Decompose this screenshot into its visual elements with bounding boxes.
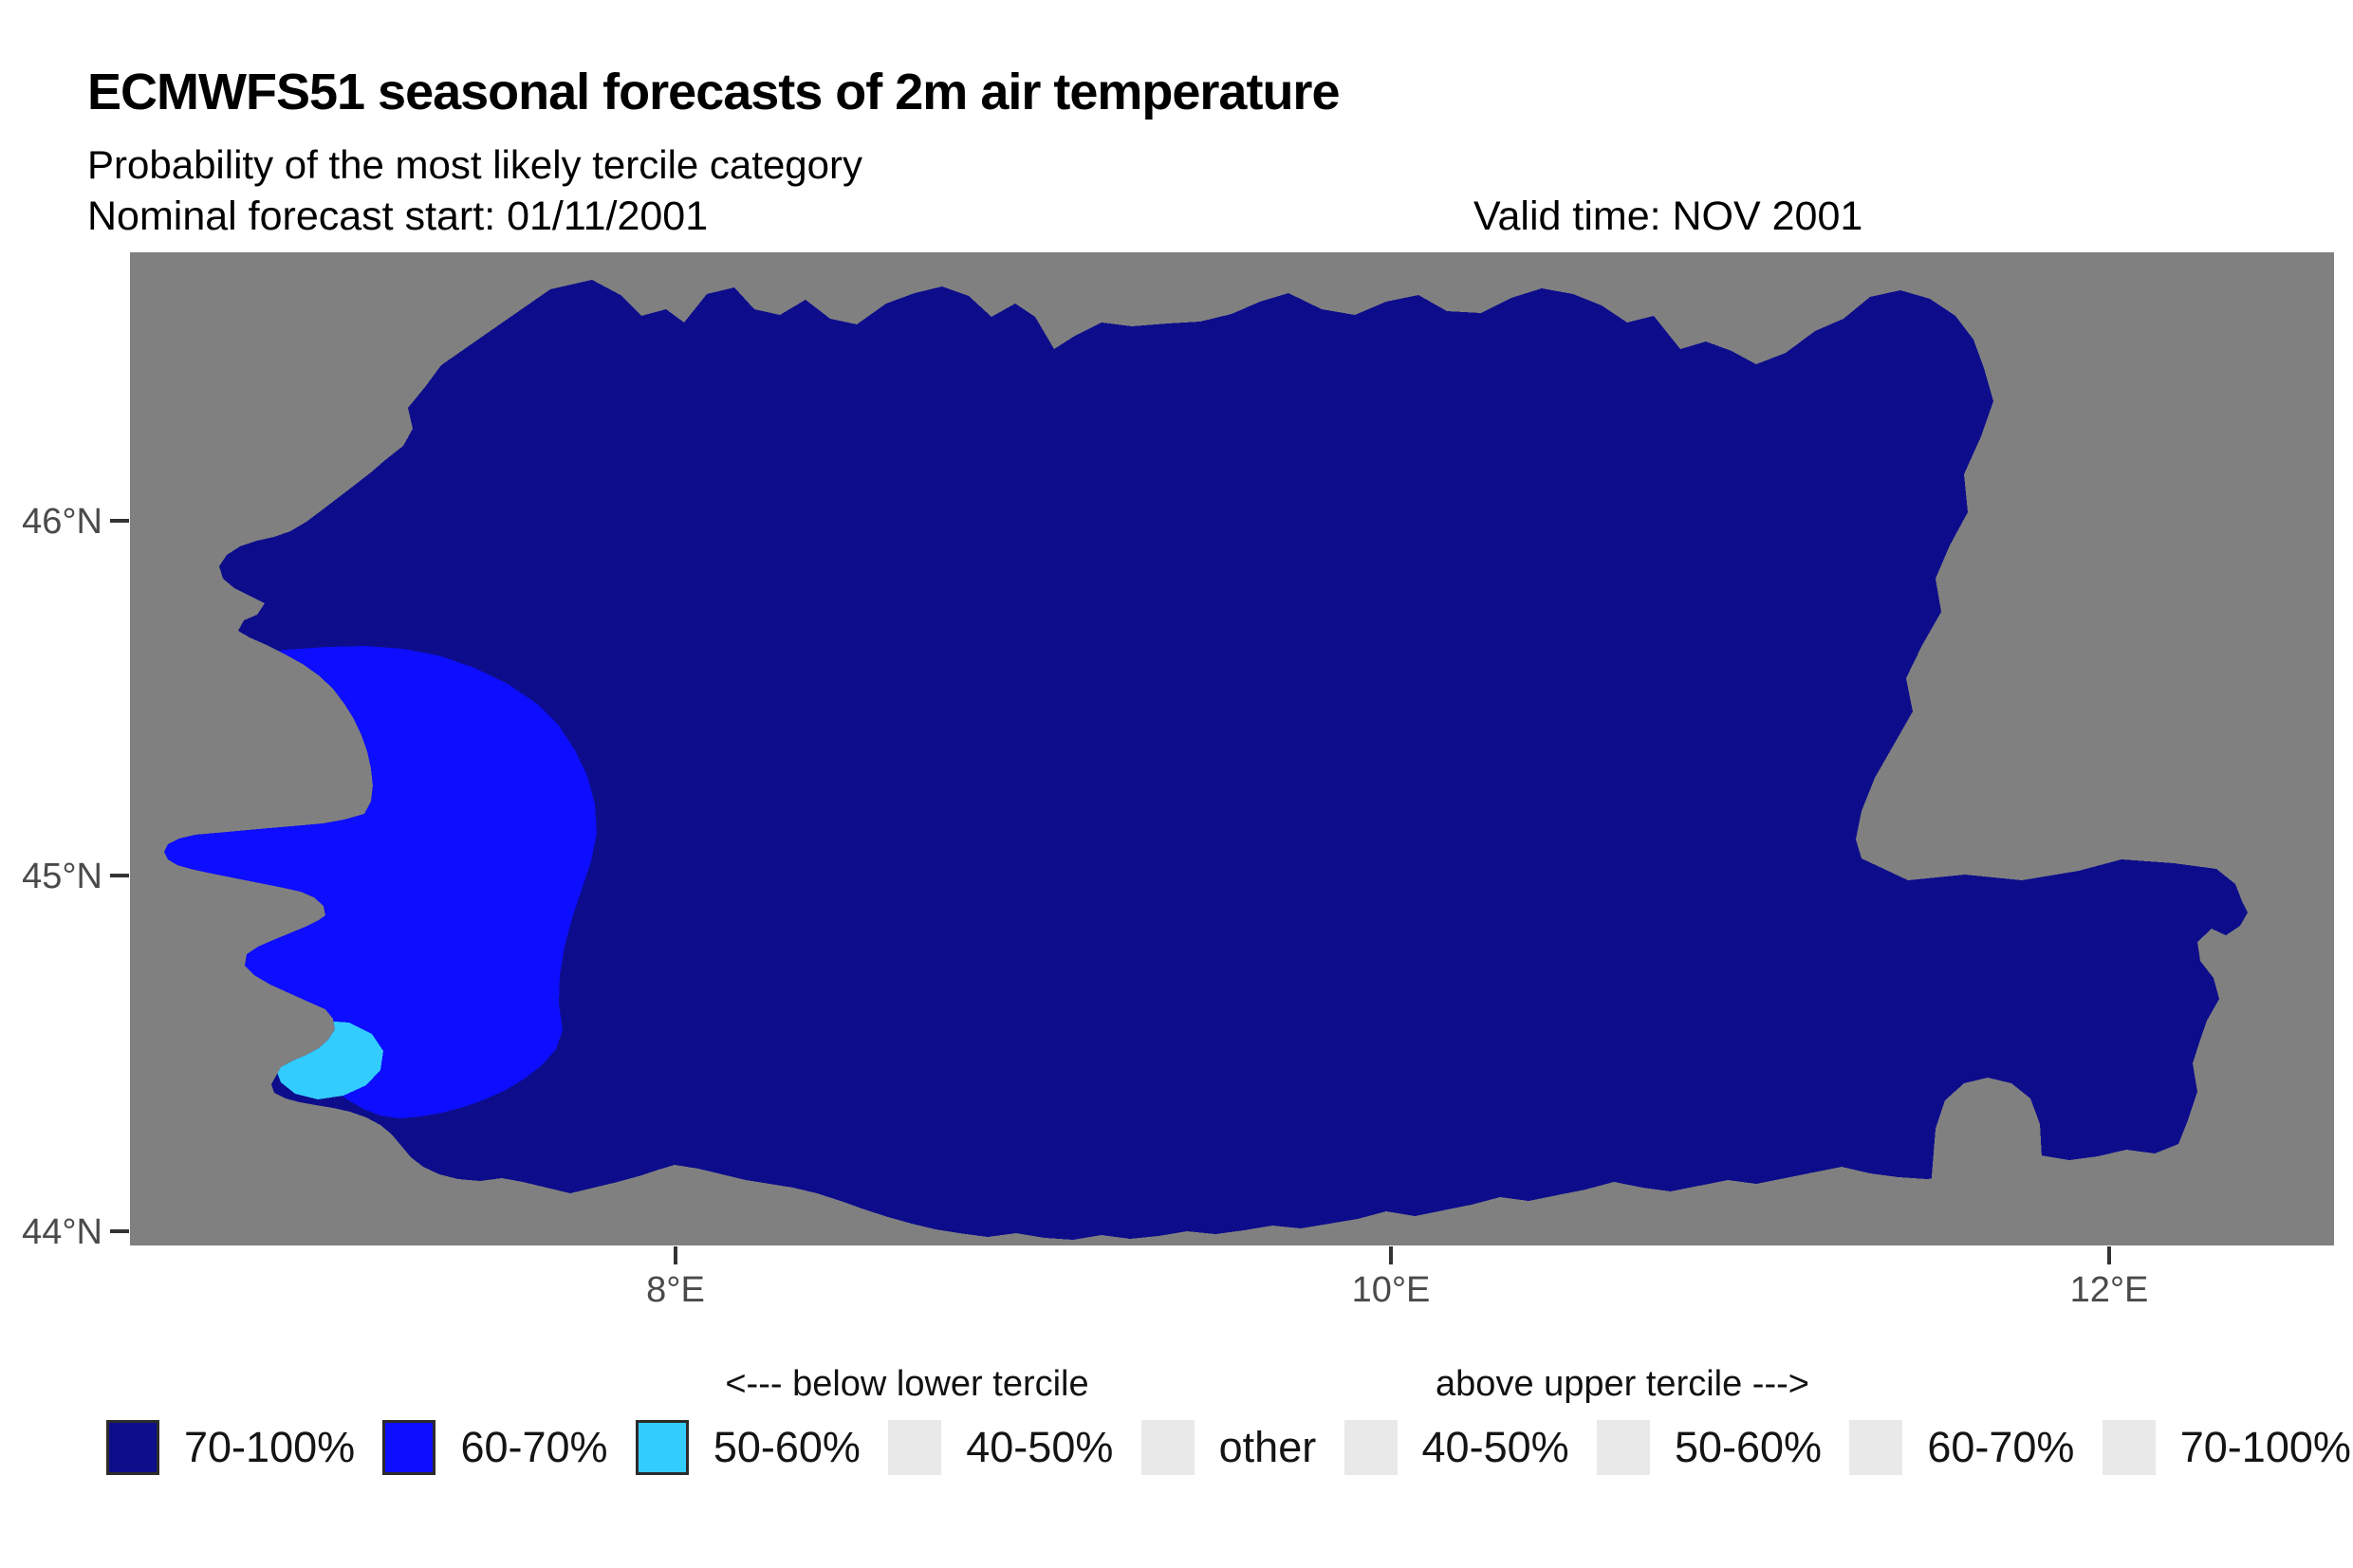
valid-time-label: Valid time: NOV 2001 — [1473, 194, 1863, 239]
y-tick-label-46n: 46°N — [22, 502, 102, 542]
legend-swatch — [1140, 1420, 1195, 1475]
legend-label: 60-70% — [460, 1423, 608, 1471]
legend-header-above-tercile: above upper tercile ---> — [1436, 1364, 1809, 1404]
legend-item: 70-100% — [106, 1420, 355, 1475]
legend-swatch — [2102, 1420, 2156, 1475]
legend-label: 70-100% — [2179, 1423, 2351, 1471]
legend-swatch — [635, 1420, 689, 1475]
forecast-start-label: Nominal forecast start: 01/11/2001 — [87, 194, 709, 239]
legend-item: other — [1140, 1420, 1317, 1475]
legend-swatch — [1849, 1420, 1903, 1475]
legend-item: 50-60% — [1596, 1420, 1823, 1475]
legend-label: 70-100% — [184, 1423, 356, 1471]
legend-label: 40-50% — [1421, 1423, 1569, 1471]
y-tick-label-44n: 44°N — [22, 1212, 102, 1252]
legend-item: 40-50% — [888, 1420, 1113, 1475]
legend-header-below-tercile: <--- below lower tercile — [725, 1364, 1089, 1404]
legend-swatch — [1596, 1420, 1650, 1475]
legend-item: 70-100% — [2102, 1420, 2351, 1475]
legend-label: 40-50% — [966, 1423, 1114, 1471]
legend-swatch — [888, 1420, 942, 1475]
page-title: ECMWFS51 seasonal forecasts of 2m air te… — [87, 64, 1340, 120]
legend-label: 60-70% — [1927, 1423, 2075, 1471]
figure-subtitle: Probability of the most likely tercile c… — [87, 142, 863, 187]
legend-label: other — [1218, 1423, 1317, 1471]
legend-item: 50-60% — [635, 1420, 861, 1475]
legend-swatch — [382, 1420, 436, 1475]
legend-swatch — [106, 1420, 159, 1475]
legend-label: 50-60% — [1674, 1423, 1823, 1471]
legend-label: 50-60% — [713, 1423, 861, 1471]
x-tick-label-12e: 12°E — [2070, 1270, 2149, 1310]
legend-item: 60-70% — [1849, 1420, 2074, 1475]
legend-swatch — [1343, 1420, 1398, 1475]
x-tick-label-10e: 10°E — [1352, 1270, 1431, 1310]
legend: 70-100% 60-70% 50-60% 40-50% other 40-50% 50-6… — [106, 1417, 2351, 1478]
map-gray-notch — [1931, 1078, 2042, 1188]
x-tick-label-8e: 8°E — [646, 1270, 705, 1310]
legend-item: 60-70% — [382, 1420, 608, 1475]
y-tick-label-45n: 45°N — [22, 857, 102, 896]
legend-item: 40-50% — [1343, 1420, 1569, 1475]
